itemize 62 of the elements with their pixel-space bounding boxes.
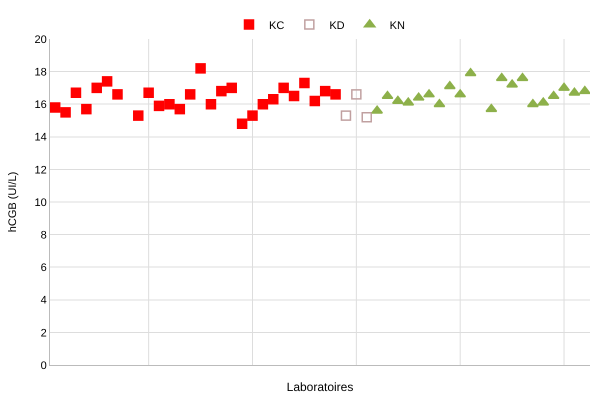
- y-tick-label: 18: [34, 66, 47, 78]
- point: [70, 88, 82, 98]
- point: [578, 86, 590, 94]
- point: [464, 68, 477, 76]
- point: [154, 100, 164, 112]
- point: [206, 98, 216, 110]
- point: [226, 82, 237, 94]
- point: [60, 107, 71, 118]
- point: [423, 89, 435, 98]
- point: [143, 88, 154, 98]
- y-tick-label: 0: [40, 360, 47, 372]
- point: [526, 98, 539, 108]
- point: [258, 98, 268, 110]
- y-tick-label: 14: [34, 132, 47, 144]
- point: [506, 79, 518, 88]
- x-axis-title: Laboratoires: [286, 380, 354, 394]
- point: [361, 112, 372, 122]
- y-tick-label: 2: [40, 327, 47, 340]
- y-axis-title: hCGB (UI/L): [7, 172, 20, 232]
- point: [236, 118, 248, 130]
- y-tick-label: 8: [40, 229, 47, 242]
- point: [91, 82, 102, 94]
- point: [288, 90, 300, 102]
- point: [50, 102, 60, 113]
- point: [382, 90, 394, 100]
- point: [164, 98, 175, 110]
- point: [330, 89, 341, 100]
- y-tick-label: 12: [34, 164, 47, 176]
- y-tick-label: 4: [40, 294, 47, 307]
- y-tick-label: 20: [34, 34, 47, 46]
- point: [351, 89, 362, 100]
- point: [548, 90, 560, 100]
- point: [268, 94, 279, 105]
- point: [340, 110, 352, 121]
- point: [174, 104, 186, 114]
- point: [485, 104, 498, 112]
- point: [133, 110, 144, 121]
- legend-label: KN: [390, 20, 406, 32]
- point: [412, 92, 425, 101]
- point: [278, 82, 289, 94]
- point: [558, 82, 570, 91]
- point: [102, 76, 112, 87]
- point: [299, 78, 310, 88]
- point: [496, 72, 508, 82]
- point: [310, 96, 320, 106]
- y-tick-label: 6: [40, 262, 47, 274]
- y-tick-label: 16: [34, 99, 47, 112]
- point: [371, 105, 384, 114]
- point: [184, 89, 196, 100]
- point: [216, 86, 227, 96]
- legend-label: KC: [269, 20, 284, 32]
- point: [195, 63, 206, 74]
- legend-label: KD: [329, 20, 345, 32]
- point: [516, 72, 528, 82]
- point: [81, 104, 92, 114]
- point: [320, 86, 330, 96]
- point: [433, 98, 446, 108]
- point: [402, 97, 414, 106]
- y-tick-label: 10: [34, 196, 47, 209]
- point: [247, 110, 258, 121]
- point: [537, 97, 550, 106]
- point: [112, 89, 123, 100]
